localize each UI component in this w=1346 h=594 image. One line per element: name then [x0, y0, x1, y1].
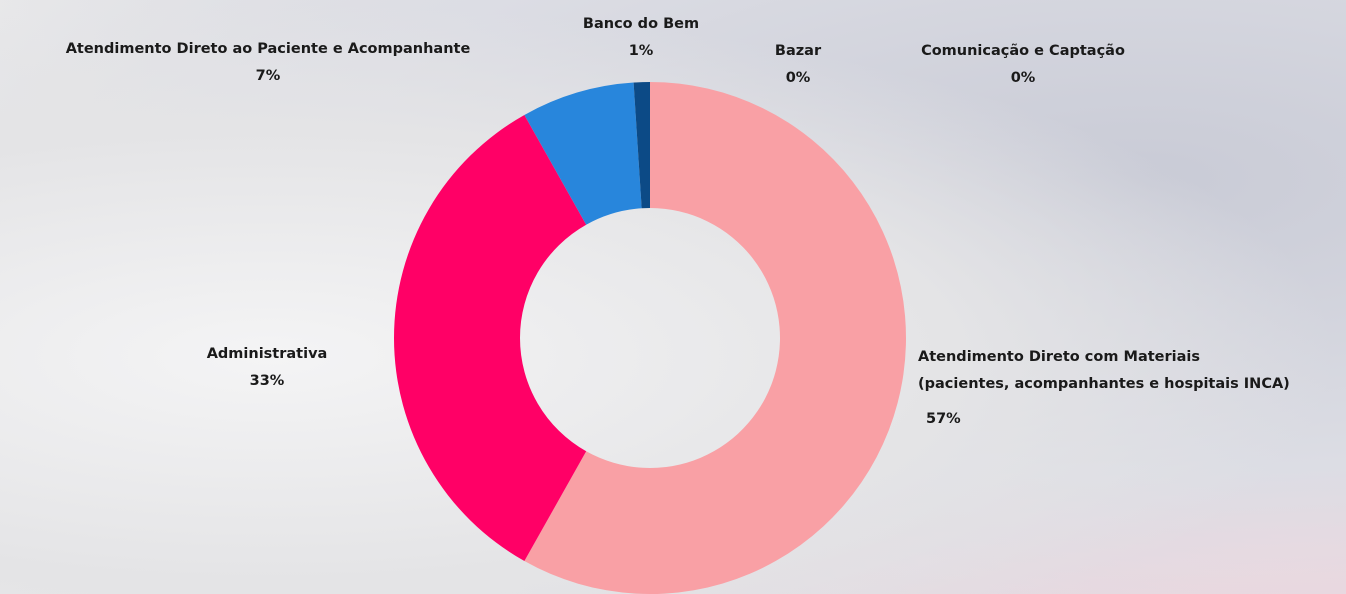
- slice-label: Administrativa 33%: [207, 341, 328, 395]
- value-label: 57%: [926, 411, 961, 427]
- category-label: Comunicação e Captação: [921, 43, 1125, 59]
- value-label: 1%: [628, 43, 654, 59]
- slice-label: Banco do Bem 1%: [583, 11, 699, 65]
- slice-label: Atendimento Direto ao Paciente e Acompan…: [66, 36, 471, 90]
- value-label: 33%: [249, 373, 285, 389]
- donut-slice: [524, 82, 906, 594]
- category-label: Atendimento Direto com Materiais (pacien…: [918, 349, 1290, 392]
- slice-label: Atendimento Direto com Materiais (pacien…: [918, 344, 1290, 433]
- donut-slice: [524, 82, 642, 225]
- value-label: 0%: [785, 70, 811, 86]
- donut-slice: [393, 114, 587, 562]
- category-label: Administrativa: [206, 346, 328, 362]
- donut-slice: [633, 82, 650, 209]
- slice-label: Bazar 0%: [775, 38, 821, 92]
- value-label: 0%: [1010, 70, 1036, 86]
- category-label: Banco do Bem: [582, 16, 700, 32]
- category-label: Atendimento Direto ao Paciente e Acompan…: [65, 41, 471, 57]
- category-label: Bazar: [774, 43, 822, 59]
- value-label: 7%: [255, 68, 281, 84]
- slice-label: Comunicação e Captação 0%: [921, 38, 1125, 92]
